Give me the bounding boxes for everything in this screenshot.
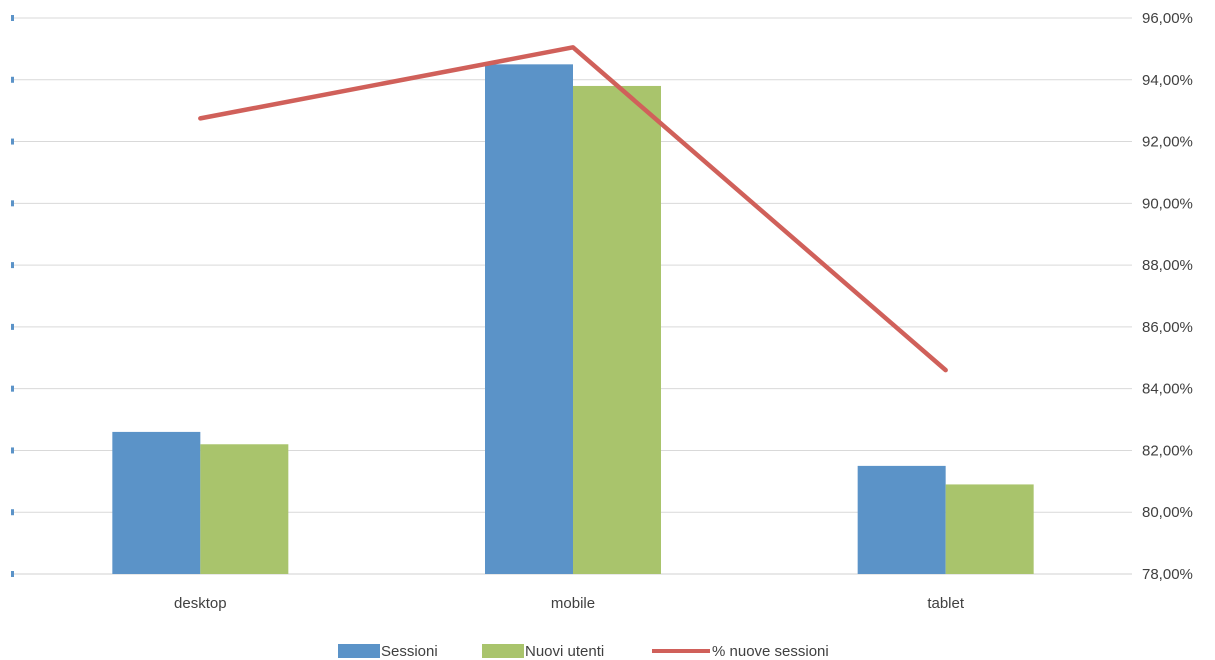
- line--nuove-sessioni: [198, 45, 948, 373]
- left-axis-tick: [11, 385, 14, 392]
- legend-label-sessioni: Sessioni: [381, 643, 438, 660]
- legend-swatch-nuovi-utenti: [482, 644, 524, 658]
- right-axis-tick-label: 82,00%: [1142, 442, 1193, 459]
- right-axis-tick-label: 88,00%: [1142, 257, 1193, 274]
- bar-nuovi-utenti-tablet: [945, 484, 1034, 574]
- bar-series: [112, 64, 1034, 574]
- category-label-mobile: mobile: [551, 595, 595, 612]
- left-axis-tick: [11, 76, 14, 83]
- right-axis-tick-label: 96,00%: [1142, 10, 1193, 27]
- left-axis-tick: [11, 571, 14, 577]
- line-series: [198, 45, 948, 373]
- left-axis-tick: [11, 323, 14, 330]
- left-axis-tick: [11, 262, 14, 269]
- bar-nuovi-utenti-mobile: [573, 85, 661, 574]
- legend-label--nuove-sessioni: % nuove sessioni: [712, 643, 829, 660]
- category-label-desktop: desktop: [174, 595, 227, 612]
- right-axis-tick-label: 84,00%: [1142, 381, 1193, 398]
- category-label-tablet: tablet: [927, 595, 965, 612]
- bar-sessioni-tablet: [857, 465, 946, 574]
- bar-nuovi-utenti-desktop: [200, 444, 289, 574]
- bar-sessioni-mobile: [485, 64, 573, 574]
- bar-sessioni-desktop: [112, 431, 201, 574]
- left-axis-tick: [11, 15, 14, 21]
- left-axis-tick: [11, 200, 14, 207]
- left-axis-tick: [11, 509, 14, 516]
- category-labels: desktop mobile tablet: [174, 595, 965, 612]
- right-axis-tick-label: 90,00%: [1142, 195, 1193, 212]
- right-axis-tick-label: 86,00%: [1142, 319, 1193, 336]
- left-axis-tick: [11, 138, 14, 145]
- right-axis-tick-label: 92,00%: [1142, 134, 1193, 151]
- legend-swatch-sessioni: [338, 644, 380, 658]
- right-axis-tick-label: 80,00%: [1142, 504, 1193, 521]
- right-axis-tick-label: 94,00%: [1142, 72, 1193, 89]
- right-axis-tick-label: 78,00%: [1142, 566, 1193, 583]
- left-axis-tick: [11, 447, 14, 454]
- right-axis-tick-labels: 78,00% 80,00% 82,00% 84,00% 86,00% 88,00% 90,0…: [1142, 10, 1193, 583]
- legend: Sessioni Nuovi utenti % nuove sessioni: [338, 643, 829, 660]
- legend-label-nuovi-utenti: Nuovi utenti: [525, 643, 604, 660]
- left-axis-ticks: [11, 15, 14, 577]
